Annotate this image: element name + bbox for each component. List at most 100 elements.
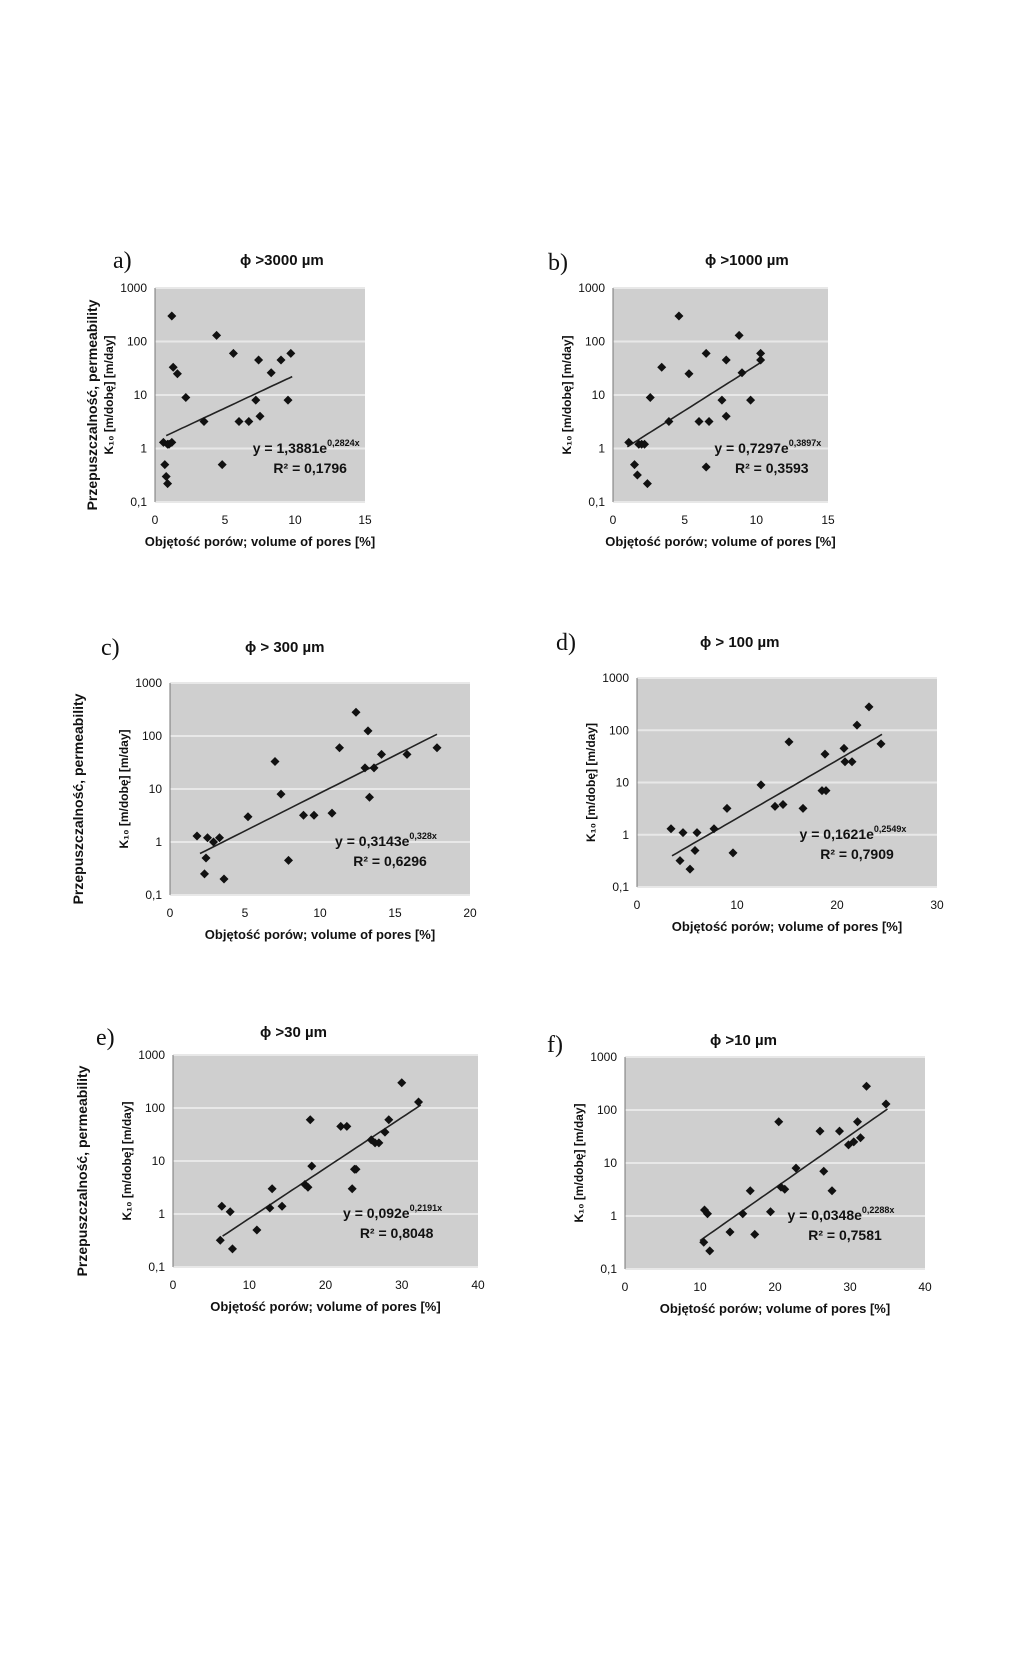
data-point — [678, 828, 688, 838]
y-axis-label: K₁₀ [m/dobę] [m/day] — [560, 335, 574, 454]
data-point — [286, 348, 296, 358]
data-point — [642, 479, 652, 489]
x-tick-label: 10 — [750, 513, 764, 527]
chart-panel-b: 0,1 1 10 100 1000 0 5 10 15 y = 0,7297e0,3897x R² … — [548, 250, 836, 549]
x-tick-label: 30 — [930, 898, 944, 912]
y-tick-label: 1 — [155, 835, 162, 849]
data-point — [217, 460, 227, 470]
trendline — [626, 361, 762, 448]
data-point — [203, 833, 212, 843]
panel-title: ϕ >10 µm — [710, 1032, 777, 1049]
panel-letter: a) — [113, 248, 132, 274]
data-point — [705, 1246, 715, 1256]
data-point — [335, 743, 344, 753]
data-point — [675, 856, 685, 866]
y-tick-label: 0,1 — [600, 1262, 617, 1276]
data-point — [172, 369, 182, 379]
y-axis-outer-label: Przepuszczalność, permeability — [74, 1065, 90, 1276]
x-tick-label: 15 — [821, 513, 835, 527]
data-point — [666, 824, 676, 834]
r-squared: R² = 0,7909 — [820, 846, 894, 862]
x-tick-label: 0 — [610, 513, 617, 527]
x-axis-label: Objętość porów; volume of pores [%] — [605, 534, 835, 549]
y-axis-label: K₁₀ [m/dobę] [m/day] — [117, 729, 131, 848]
data-point — [168, 362, 178, 372]
x-tick-label: 20 — [319, 1278, 333, 1292]
panel-letter: b) — [548, 250, 568, 276]
data-point — [820, 749, 830, 759]
data-point — [267, 1184, 277, 1194]
data-point — [351, 707, 361, 717]
y-axis-outer-label: Przepuszczalność, permeability — [84, 299, 100, 510]
y-tick-label: 10 — [592, 388, 606, 402]
y-tick-label: 10 — [152, 1154, 166, 1168]
panel-title: ϕ >1000 µm — [705, 252, 789, 269]
data-point — [703, 1209, 712, 1219]
data-point — [701, 462, 711, 472]
data-point — [784, 737, 794, 747]
y-tick-label: 10 — [134, 388, 148, 402]
x-tick-label: 10 — [730, 898, 744, 912]
panel-title: ϕ > 300 µm — [245, 639, 325, 656]
data-point — [701, 348, 711, 358]
r-squared: R² = 0,1796 — [273, 460, 347, 476]
data-point — [160, 460, 170, 470]
data-point — [756, 355, 766, 365]
y-tick-label: 1000 — [590, 1050, 617, 1064]
data-point — [384, 1115, 394, 1125]
trendline — [165, 375, 293, 437]
data-point — [745, 1186, 755, 1196]
x-tick-label: 40 — [471, 1278, 485, 1292]
data-point — [876, 739, 886, 749]
panel-title: ϕ > 100 µm — [700, 634, 780, 651]
y-axis-label: K₁₀ [m/dobę] [m/day] — [102, 335, 116, 454]
data-point — [734, 330, 744, 340]
x-tick-label: 20 — [768, 1280, 782, 1294]
data-point — [255, 411, 265, 421]
data-point — [181, 392, 191, 402]
data-point — [847, 757, 857, 767]
y-axis-label: K₁₀ [m/dobę] [m/day] — [572, 1103, 586, 1222]
data-point — [774, 1117, 784, 1127]
data-point — [632, 470, 642, 480]
data-point — [725, 1227, 735, 1237]
y-tick-label: 100 — [585, 335, 605, 349]
trend-equation: y = 0,0348e0,2288x — [788, 1205, 895, 1223]
x-tick-label: 0 — [622, 1280, 629, 1294]
trend-equation: y = 1,3881e0,2824x — [253, 438, 360, 456]
x-tick-label: 5 — [242, 906, 249, 920]
x-tick-label: 30 — [395, 1278, 409, 1292]
x-tick-label: 40 — [918, 1280, 932, 1294]
data-point — [351, 1164, 361, 1174]
trendline — [199, 733, 438, 855]
data-point — [856, 1133, 865, 1143]
data-point — [645, 392, 655, 402]
data-point — [219, 874, 229, 884]
x-axis-label: Objętość porów; volume of pores [%] — [672, 919, 902, 934]
x-tick-label: 0 — [170, 1278, 177, 1292]
data-point — [200, 869, 209, 879]
y-tick-label: 100 — [142, 729, 162, 743]
data-point — [369, 763, 379, 773]
trend-equation: y = 0,7297e0,3897x — [714, 438, 821, 456]
data-point — [849, 1137, 859, 1147]
chart-panel-d: 0,1 1 10 100 1000 0 10 20 30 y = 0,1621e0,2549x R²… — [556, 630, 944, 934]
data-point — [305, 1115, 315, 1125]
x-tick-label: 0 — [152, 513, 159, 527]
panel-letter: c) — [101, 635, 120, 661]
data-point — [432, 743, 442, 753]
y-tick-label: 0,1 — [145, 888, 162, 902]
y-tick-label: 0,1 — [588, 495, 605, 509]
data-point — [201, 853, 211, 863]
y-tick-label: 0,1 — [148, 1260, 165, 1274]
data-point — [217, 1201, 227, 1211]
data-point — [750, 1229, 760, 1239]
x-tick-label: 20 — [830, 898, 844, 912]
x-axis-label: Objętość porów; volume of pores [%] — [660, 1301, 890, 1316]
data-point — [704, 416, 714, 426]
data-point — [694, 416, 704, 426]
data-point — [377, 749, 386, 759]
y-tick-label: 1 — [622, 828, 629, 842]
data-point — [252, 1225, 262, 1235]
